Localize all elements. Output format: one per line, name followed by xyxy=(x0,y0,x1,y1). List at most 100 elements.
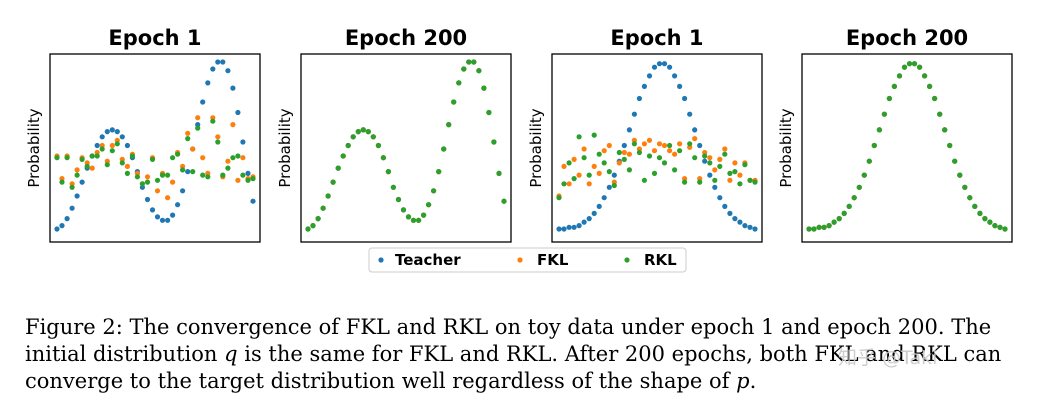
point-rkl xyxy=(616,149,622,156)
point-rkl xyxy=(571,176,577,182)
point-rkl xyxy=(992,223,998,229)
point-teacher xyxy=(591,210,597,216)
point-teacher xyxy=(144,196,151,203)
point-teacher xyxy=(692,127,698,133)
legend-items: Teacher FKL RKL xyxy=(378,251,677,269)
point-fkl xyxy=(727,177,733,183)
point-rkl xyxy=(566,160,572,166)
point-rkl xyxy=(806,226,812,232)
point-rkl xyxy=(225,165,231,171)
point-fkl xyxy=(656,141,663,147)
point-rkl xyxy=(486,109,492,116)
caption-line-3-pre: converge to the target distribution well… xyxy=(25,369,737,393)
point-rkl xyxy=(180,167,186,173)
point-rkl xyxy=(732,169,738,175)
legend-entry-fkl: FKL xyxy=(517,251,569,269)
point-rkl xyxy=(747,177,753,183)
point-fkl xyxy=(200,155,206,161)
point-rkl xyxy=(119,160,125,166)
point-teacher xyxy=(149,207,156,213)
point-rkl xyxy=(811,226,817,232)
point-rkl xyxy=(871,142,877,149)
point-rkl xyxy=(250,176,256,182)
point-teacher xyxy=(621,142,627,149)
point-rkl xyxy=(702,153,708,159)
point-fkl xyxy=(591,163,597,169)
legend-entry-teacher: Teacher xyxy=(378,251,461,269)
point-teacher xyxy=(180,188,186,194)
point-rkl xyxy=(886,95,893,102)
legend-marker xyxy=(378,257,384,263)
legend-label: FKL xyxy=(537,251,569,269)
point-teacher xyxy=(611,172,617,178)
point-teacher xyxy=(170,212,176,218)
point-teacher xyxy=(64,216,70,222)
point-fkl xyxy=(124,163,130,169)
point-rkl xyxy=(431,188,437,194)
point-fkl xyxy=(170,179,176,185)
point-teacher xyxy=(185,169,191,175)
point-rkl xyxy=(606,169,612,175)
point-rkl xyxy=(957,172,963,178)
point-teacher xyxy=(661,61,668,67)
point-rkl xyxy=(896,73,903,79)
point-rkl xyxy=(682,179,688,185)
point-rkl xyxy=(436,169,442,175)
point-fkl xyxy=(641,141,648,147)
caption-line-2-pre: initial distribution xyxy=(25,342,225,366)
point-rkl xyxy=(982,216,988,222)
point-rkl xyxy=(441,146,447,152)
point-fkl xyxy=(230,122,236,128)
plot-frame xyxy=(801,53,1013,243)
point-rkl xyxy=(200,172,206,178)
point-rkl xyxy=(831,219,837,225)
point-rkl xyxy=(937,111,943,117)
point-rkl xyxy=(556,195,562,201)
point-teacher xyxy=(69,205,75,211)
point-rkl xyxy=(626,167,633,173)
point-rkl xyxy=(586,172,592,178)
point-rkl xyxy=(866,158,872,164)
series-fkl xyxy=(556,136,758,199)
point-rkl xyxy=(561,181,567,187)
point-rkl xyxy=(84,163,90,169)
chart-panel-1: Epoch 1 Probability xyxy=(25,26,261,243)
point-rkl xyxy=(952,158,958,164)
point-rkl xyxy=(129,153,135,159)
point-rkl xyxy=(596,151,602,157)
series-teacher xyxy=(556,61,758,232)
point-fkl xyxy=(144,174,151,180)
legend: Teacher FKL RKL xyxy=(368,247,687,273)
point-rkl xyxy=(416,217,422,223)
point-rkl xyxy=(876,127,883,133)
watermark: 知乎 @Taki xyxy=(838,347,938,369)
caption-line-2-post: is the same for FKL and RKL. After 200 e… xyxy=(237,342,1002,366)
point-rkl xyxy=(687,141,693,147)
point-teacher xyxy=(641,83,648,89)
point-rkl xyxy=(1002,226,1008,232)
point-rkl xyxy=(240,172,246,178)
point-rkl xyxy=(335,165,341,171)
point-rkl xyxy=(114,141,120,147)
point-rkl xyxy=(159,172,166,178)
point-rkl xyxy=(195,125,201,131)
legend-frame xyxy=(368,247,687,273)
y-axis-label: Probability xyxy=(25,108,43,187)
point-teacher xyxy=(159,217,166,223)
point-teacher xyxy=(119,134,125,140)
point-rkl xyxy=(861,172,867,178)
legend-label: RKL xyxy=(644,251,677,269)
series-fkl xyxy=(806,61,1008,232)
point-fkl xyxy=(566,181,572,187)
point-rkl xyxy=(737,181,743,187)
point-fkl xyxy=(586,181,592,187)
point-teacher xyxy=(586,216,592,222)
point-teacher xyxy=(250,198,256,204)
point-teacher xyxy=(94,142,100,149)
point-rkl xyxy=(215,139,221,145)
point-teacher xyxy=(717,195,723,201)
point-rkl xyxy=(752,179,758,185)
point-rkl xyxy=(717,163,723,169)
series-teacher xyxy=(54,59,256,232)
